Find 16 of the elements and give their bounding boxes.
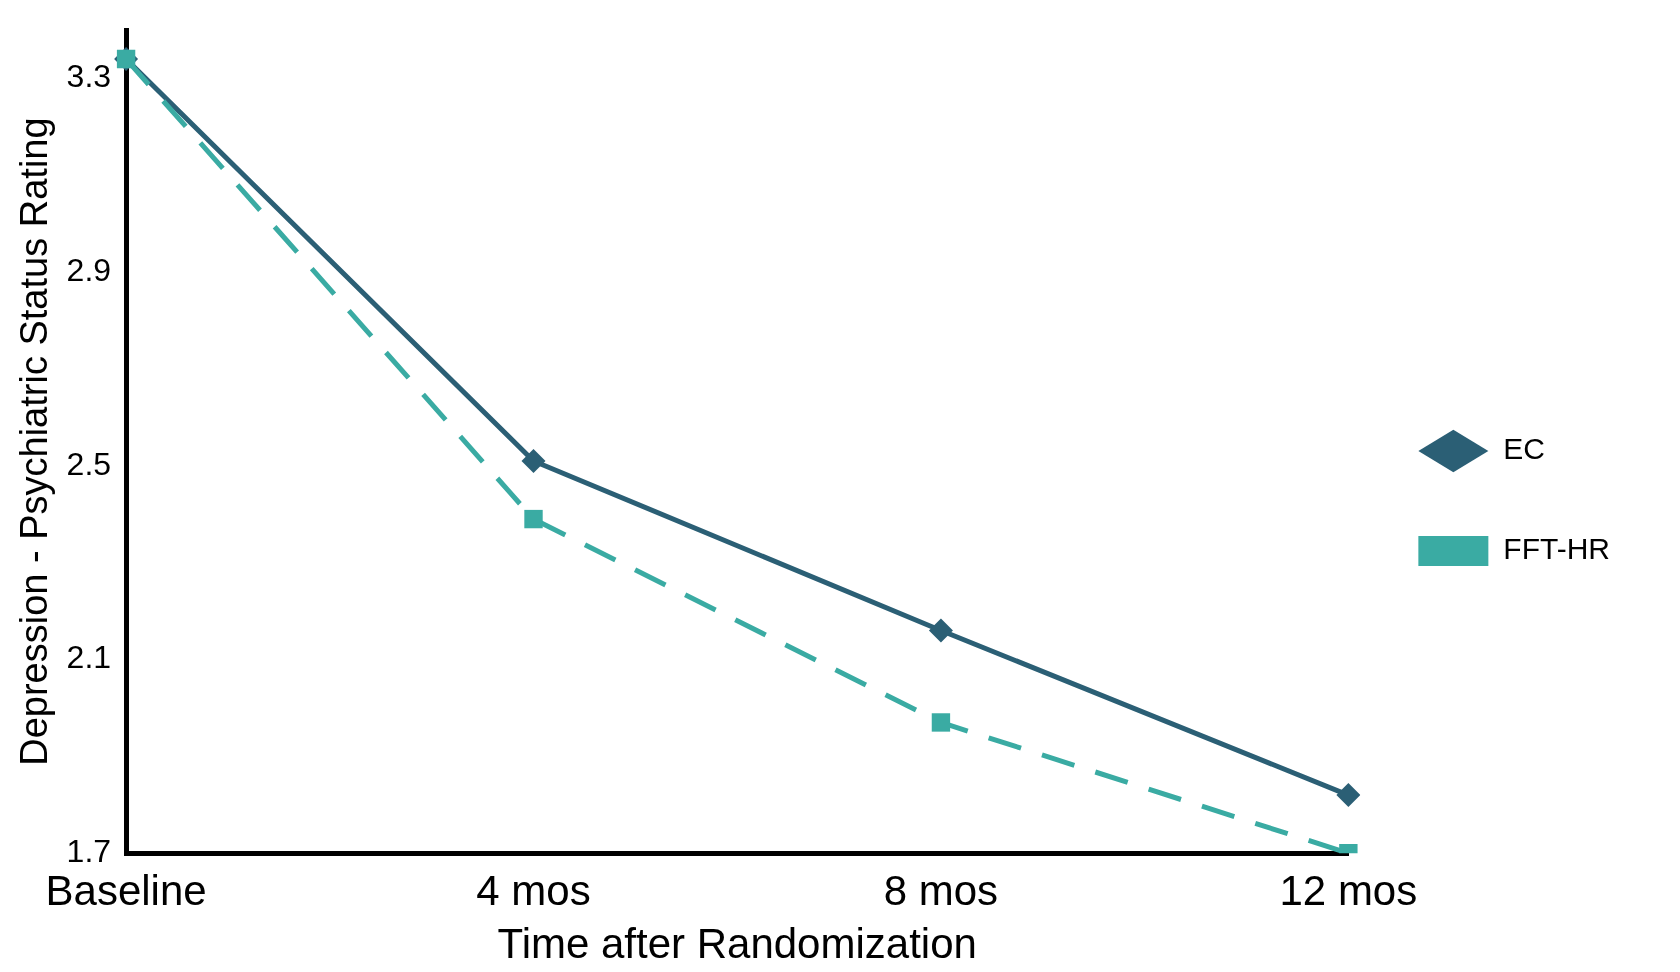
x-tick-label: 4 mos xyxy=(476,866,591,914)
legend-label: FFT-HR xyxy=(1503,532,1610,566)
y-tick-label: 2.9 xyxy=(66,251,112,288)
point xyxy=(524,509,543,529)
x-tick-label: 12 mos xyxy=(1279,866,1418,914)
y-tick-label: 2.5 xyxy=(66,445,112,482)
point xyxy=(521,448,546,473)
y-tick-label: 3.3 xyxy=(66,58,112,95)
y-tick-label: 2.1 xyxy=(66,639,112,676)
x-axis-title: Time after Randomization xyxy=(497,920,977,968)
point xyxy=(931,713,951,732)
legend-label: EC xyxy=(1503,432,1546,466)
point xyxy=(1336,783,1361,808)
x-tick-label: 8 mos xyxy=(883,866,999,914)
point xyxy=(928,618,953,643)
y-axis-title: Depression - Psychiatric Status Rating xyxy=(13,117,56,766)
